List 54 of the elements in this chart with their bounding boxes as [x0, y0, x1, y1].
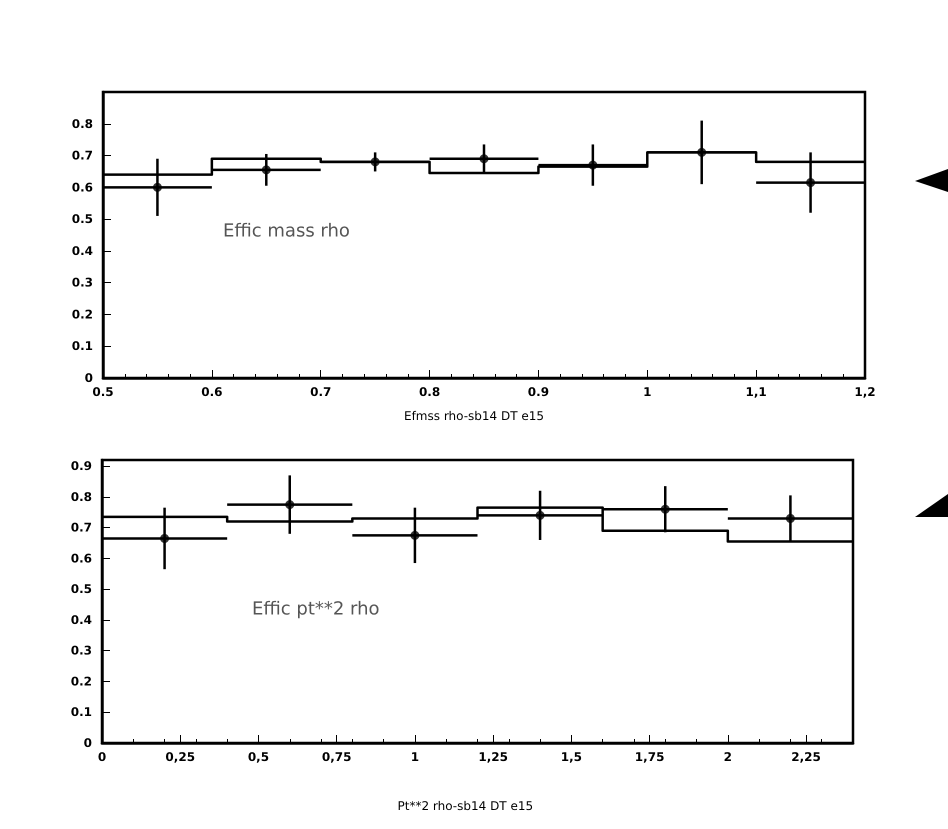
point	[536, 510, 545, 520]
y-tick-label: 0.1	[72, 339, 93, 354]
y-tick-label: 0.3	[72, 276, 93, 290]
x-tick-label: 0,25	[165, 750, 196, 764]
x-tick-label: 0.8	[418, 385, 440, 399]
x-tick-label: 0.7	[310, 385, 332, 399]
x-tick-label: 1,2	[854, 385, 876, 399]
point	[410, 530, 420, 540]
y-tick-label: 0.1	[70, 705, 92, 720]
y-tick-label: 0.9	[70, 459, 92, 474]
point	[370, 157, 380, 166]
x-tick-label: 1,25	[478, 750, 508, 764]
y-tick-label: 0.5	[70, 582, 92, 596]
y-tick-label: 0.5	[72, 212, 93, 226]
y-tick-label: 0.8	[70, 490, 92, 504]
x-tick-label: 1,1	[746, 385, 767, 399]
y-tick-label: 0	[84, 736, 92, 750]
y-tick-label: 0.3	[70, 644, 92, 658]
y-tick-label: 0.7	[70, 520, 92, 535]
point	[152, 182, 162, 192]
y-tick-label: 0	[84, 371, 93, 385]
point	[480, 154, 488, 164]
point	[660, 504, 670, 514]
y-tick-label: 0.4	[72, 244, 93, 258]
y-tick-label: 0.7	[72, 148, 93, 163]
y-tick-label: 0.8	[72, 116, 93, 131]
point	[786, 514, 795, 523]
point	[262, 165, 271, 174]
x-tick-label: 1,5	[560, 750, 582, 764]
point	[806, 178, 816, 188]
x-tick-label: 2	[724, 750, 732, 764]
x-tick-label: 1,75	[634, 750, 664, 764]
x-tick-label: 0,75	[322, 750, 352, 764]
point	[588, 160, 598, 170]
x-axis-title: Efmss rho-sb14 DT e15	[404, 409, 544, 423]
annotation: Effic pt**2 rho	[252, 598, 380, 620]
y-tick-label: 0.6	[70, 551, 92, 566]
point	[285, 500, 294, 510]
point	[160, 534, 170, 543]
x-axis-title: Pt**2 rho-sb14 DT e15	[398, 799, 534, 813]
x-tick-label: 0.6	[201, 385, 222, 399]
y-tick-label: 0.2	[72, 307, 93, 322]
y-tick-label: 0.2	[70, 674, 92, 688]
x-tick-label: 2,25	[791, 750, 821, 764]
x-tick-label: 1	[643, 385, 652, 399]
x-tick-label: 0	[98, 750, 106, 764]
annotation: Effic mass rho	[223, 220, 350, 242]
y-tick-label: 0.4	[70, 612, 92, 627]
point	[697, 148, 706, 157]
x-tick-label: 0,5	[248, 750, 270, 764]
x-tick-label: 0.5	[92, 385, 114, 399]
x-tick-label: 0.9	[528, 385, 550, 399]
y-tick-label: 0.6	[72, 180, 93, 194]
x-tick-label: 1	[410, 750, 420, 764]
